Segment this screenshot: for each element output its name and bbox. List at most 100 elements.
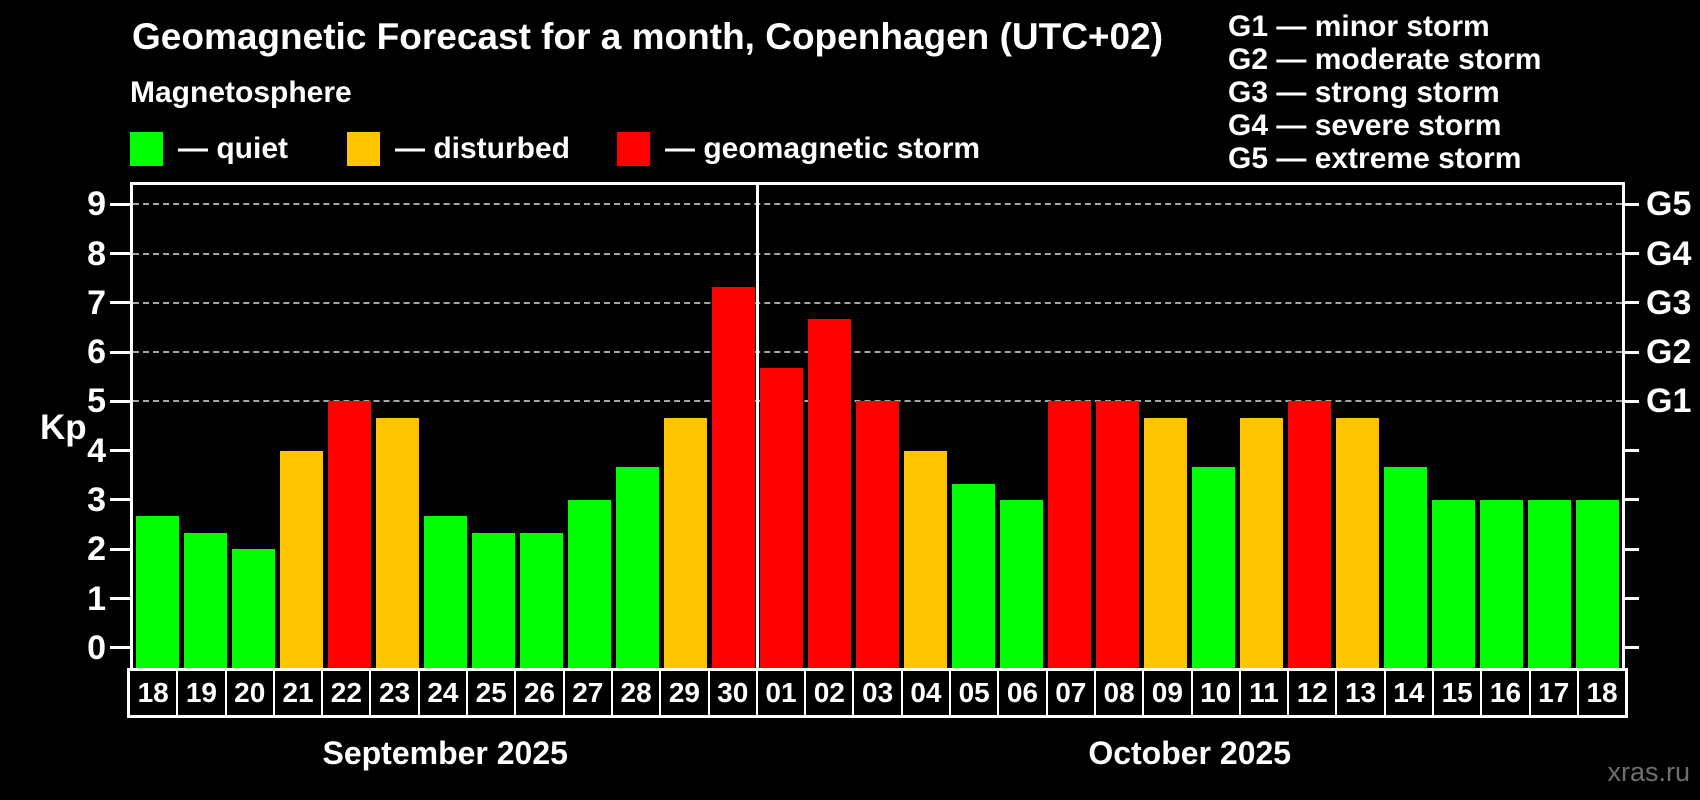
y-axis-tick-right-6 <box>1625 350 1639 354</box>
bar-oct-17 <box>1528 499 1572 668</box>
date-cell-sep-19: 19 <box>176 671 224 715</box>
legend-item-disturbed: — disturbed <box>347 132 570 166</box>
y-axis-tick-left-8 <box>110 252 130 255</box>
g-axis-label-g3: G3 <box>1646 283 1692 322</box>
y-axis-tick-label-0: 0 <box>87 628 106 667</box>
y-axis-tick-label-3: 3 <box>87 480 106 519</box>
gridline-kp7 <box>133 301 1622 304</box>
bar-sep-23 <box>375 417 419 668</box>
bar-oct-09 <box>1144 417 1188 668</box>
bar-oct-02 <box>807 319 851 668</box>
y-axis-tick-left-7 <box>110 301 130 305</box>
date-cell-oct-03: 03 <box>852 671 900 715</box>
date-cell-sep-21: 21 <box>272 671 321 715</box>
g-axis-label-g1: G1 <box>1646 382 1692 421</box>
bar-oct-05 <box>952 483 996 668</box>
y-axis-tick-left-3 <box>110 498 130 502</box>
gridline-kp6 <box>133 351 1622 354</box>
date-cell-sep-26: 26 <box>514 671 562 715</box>
date-cell-oct-02: 02 <box>804 671 852 715</box>
bar-sep-19 <box>183 532 227 668</box>
bar-oct-18 <box>1576 499 1620 668</box>
bar-sep-18 <box>135 516 179 668</box>
y-axis-tick-left-1 <box>110 597 130 600</box>
date-cell-sep-27: 27 <box>562 671 611 715</box>
date-cell-oct-13: 13 <box>1335 671 1383 715</box>
legend-item-storm: — geomagnetic storm <box>617 132 980 166</box>
date-cell-sep-28: 28 <box>610 671 659 715</box>
bar-sep-21 <box>279 450 323 668</box>
bar-sep-20 <box>231 549 275 668</box>
y-axis-tick-label-1: 1 <box>87 579 106 618</box>
date-cell-sep-22: 22 <box>321 671 369 715</box>
g-axis-label-g2: G2 <box>1646 333 1692 372</box>
date-axis: 18 19 20 21 22 23 24 25 26 27 28 29 30 01 02 03 04 05 06 07… <box>127 668 1628 718</box>
bar-oct-06 <box>1000 499 1044 668</box>
g-legend-item-g4: G4 — severe storm <box>1228 109 1502 142</box>
date-cell-oct-16: 16 <box>1480 671 1528 715</box>
bar-sep-27 <box>567 499 611 668</box>
page-title: Geomagnetic Forecast for a month, Copenh… <box>132 16 1164 57</box>
y-axis-tick-left-6 <box>110 350 130 354</box>
legend-item-quiet: — quiet <box>130 132 288 166</box>
legend-label-disturbed: — disturbed <box>395 132 571 165</box>
storm-color-swatch <box>617 132 650 166</box>
bar-oct-10 <box>1192 466 1236 668</box>
y-axis-tick-label-4: 4 <box>87 431 106 470</box>
bar-oct-03 <box>856 401 899 668</box>
date-cell-oct-01: 01 <box>755 671 804 715</box>
date-cell-sep-23: 23 <box>369 671 417 715</box>
y-axis-tick-left-0 <box>110 646 130 650</box>
date-cell-oct-09: 09 <box>1142 671 1190 715</box>
date-cell-oct-07: 07 <box>1045 671 1094 715</box>
bar-oct-15 <box>1432 499 1476 668</box>
bar-oct-08 <box>1096 401 1140 668</box>
bar-oct-04 <box>904 450 948 668</box>
date-cell-oct-18: 18 <box>1576 671 1625 715</box>
date-cell-oct-04: 04 <box>900 671 949 715</box>
bar-sep-30 <box>711 286 755 668</box>
legend-label-storm: — geomagnetic storm <box>665 132 981 165</box>
date-cell-sep-25: 25 <box>466 671 514 715</box>
g-legend-item-g3: G3 — strong storm <box>1228 76 1500 109</box>
gridline-kp8 <box>133 252 1622 255</box>
quiet-color-swatch <box>130 132 163 166</box>
bar-sep-29 <box>663 417 707 668</box>
date-cell-oct-14: 14 <box>1383 671 1432 715</box>
date-cell-oct-10: 10 <box>1190 671 1239 715</box>
bar-oct-12 <box>1288 401 1332 668</box>
date-cell-sep-29: 29 <box>659 671 707 715</box>
bar-sep-28 <box>615 466 659 668</box>
y-axis-tick-right-2 <box>1625 547 1639 551</box>
date-cell-sep-30: 30 <box>707 671 756 715</box>
y-axis-tick-left-4 <box>110 449 130 453</box>
disturbed-color-swatch <box>347 132 380 166</box>
month-separator <box>755 185 759 668</box>
bar-oct-01 <box>759 368 803 668</box>
g-legend-item-g5: G5 — extreme storm <box>1228 142 1522 175</box>
y-axis-tick-label-7: 7 <box>87 283 106 322</box>
date-cell-sep-18: 18 <box>137 677 169 708</box>
legend-label-quiet: — quiet <box>178 132 288 165</box>
date-cell-oct-17: 17 <box>1528 671 1577 715</box>
date-cell-oct-06: 06 <box>997 671 1045 715</box>
y-axis-tick-label-8: 8 <box>87 234 106 273</box>
bar-oct-11 <box>1240 417 1284 668</box>
y-axis-tick-label-2: 2 <box>87 530 106 569</box>
y-axis-tick-right-0 <box>1625 646 1639 650</box>
bar-oct-16 <box>1480 499 1524 668</box>
y-axis-tick-left-5 <box>110 399 130 403</box>
gridline-kp9 <box>133 203 1622 206</box>
bar-sep-25 <box>471 532 515 668</box>
y-axis-tick-right-7 <box>1625 301 1639 305</box>
date-cell-oct-11: 11 <box>1238 671 1287 715</box>
date-cell-oct-15: 15 <box>1432 671 1480 715</box>
y-axis-tick-right-9 <box>1625 202 1639 206</box>
y-axis-tick-right-5 <box>1625 399 1639 403</box>
y-axis-tick-left-9 <box>110 202 130 206</box>
y-axis-tick-right-1 <box>1625 597 1639 600</box>
g-legend-item-g2: G2 — moderate storm <box>1228 43 1542 76</box>
y-axis-tick-label-6: 6 <box>87 333 106 372</box>
bar-oct-07 <box>1048 401 1092 668</box>
